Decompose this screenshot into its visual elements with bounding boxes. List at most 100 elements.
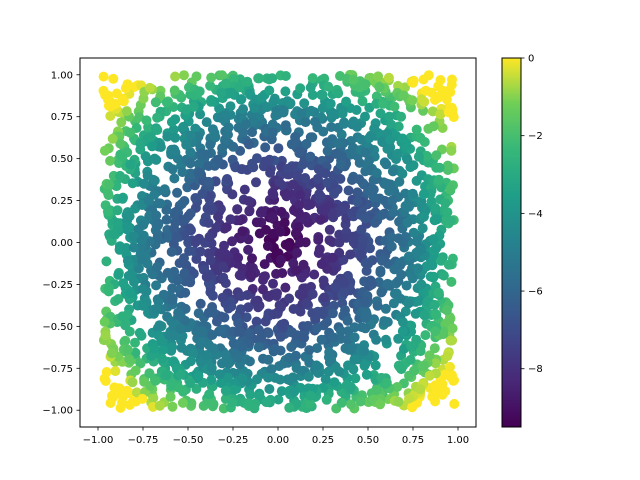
scatter-point — [184, 223, 195, 234]
scatter-point — [178, 121, 189, 132]
scatter-point — [356, 134, 367, 145]
scatter-point — [203, 176, 214, 187]
scatter-point — [348, 364, 359, 375]
scatter-point — [421, 261, 432, 272]
scatter-point — [125, 127, 136, 138]
scatter-point — [350, 373, 361, 384]
scatter-point — [154, 320, 165, 331]
scatter-point — [292, 170, 302, 181]
scatter-point — [346, 149, 357, 160]
scatter-point — [286, 342, 297, 352]
scatter-point — [324, 235, 335, 246]
scatter-point — [378, 98, 388, 109]
scatter-point — [193, 308, 204, 319]
scatter-point — [190, 237, 201, 248]
scatter-point — [339, 287, 350, 298]
scatter-point — [396, 111, 407, 122]
scatter-point — [170, 71, 181, 82]
scatter-point — [161, 205, 172, 216]
scatter-point — [120, 83, 131, 94]
scatter-point — [296, 272, 307, 283]
scatter-point — [329, 377, 340, 388]
scatter-point — [169, 210, 180, 220]
scatter-point — [179, 253, 189, 264]
scatter-point — [373, 71, 384, 82]
scatter-point — [285, 98, 296, 109]
scatter-point — [305, 199, 316, 210]
scatter-point — [201, 149, 212, 160]
scatter-point — [314, 189, 325, 200]
scatter-point — [366, 279, 377, 290]
scatter-point — [310, 116, 320, 127]
scatter-point — [402, 154, 413, 165]
scatter-point — [307, 132, 318, 143]
scatter-point — [283, 241, 294, 252]
colorbar-tick-label: −4 — [528, 209, 543, 220]
scatter-point — [262, 241, 273, 251]
scatter-point — [138, 300, 149, 311]
scatter-point — [409, 365, 420, 376]
scatter-point — [141, 115, 152, 126]
scatter-point — [98, 71, 109, 82]
scatter-point — [153, 198, 164, 209]
scatter-point — [380, 178, 391, 189]
scatter-point — [152, 112, 163, 123]
scatter-point — [428, 234, 439, 245]
scatter-point — [193, 167, 204, 178]
scatter-point — [345, 249, 356, 260]
scatter-point — [387, 166, 398, 177]
scatter-point — [417, 361, 428, 372]
scatter-point — [108, 73, 119, 84]
scatter-point — [249, 103, 260, 113]
y-tick-label: 0.75 — [51, 112, 73, 123]
scatter-point — [284, 293, 295, 304]
x-axis: −1.00 −0.75 −0.50 −0.25 0.00 0.25 0.50 0.75 1.00 — [83, 427, 469, 446]
scatter-point — [322, 177, 333, 188]
scatter-point — [430, 326, 441, 337]
scatter-point — [153, 220, 163, 231]
scatter-point — [239, 184, 250, 195]
scatter-point — [295, 237, 306, 248]
scatter-point — [127, 377, 138, 388]
scatter-point — [397, 168, 408, 179]
scatter-point — [278, 107, 289, 118]
scatter-point — [207, 398, 218, 409]
scatter-point — [214, 369, 225, 380]
scatter-point — [175, 323, 186, 334]
scatter-point — [312, 173, 323, 184]
scatter-point — [206, 363, 217, 373]
scatter-point — [144, 82, 155, 93]
scatter-point — [207, 124, 218, 135]
scatter-point — [321, 394, 332, 405]
scatter-point — [117, 193, 128, 204]
y-tick-label: 0.25 — [51, 196, 73, 207]
scatter-point — [253, 342, 264, 353]
scatter-point — [131, 387, 142, 398]
scatter-point — [394, 176, 405, 187]
scatter-point — [424, 350, 435, 361]
scatter-point — [117, 93, 128, 104]
scatter-point — [360, 147, 371, 158]
scatter-point — [290, 132, 301, 142]
scatter-point — [297, 159, 308, 170]
scatter-point — [441, 86, 452, 97]
scatter-point — [272, 288, 282, 299]
scatter-point — [253, 302, 264, 313]
scatter-point — [287, 327, 297, 338]
scatter-point — [375, 108, 386, 119]
scatter-point — [267, 119, 278, 130]
scatter-point — [256, 332, 267, 343]
scatter-point — [413, 151, 424, 162]
scatter-point — [244, 139, 254, 150]
scatter-point — [385, 142, 396, 153]
scatter-point — [393, 333, 404, 344]
scatter-point — [125, 288, 136, 298]
scatter-point — [429, 215, 440, 226]
scatter-point — [268, 189, 279, 200]
scatter-point — [313, 368, 324, 378]
scatter-point — [299, 332, 310, 343]
scatter-point — [107, 390, 117, 401]
scatter-point — [244, 356, 255, 367]
scatter-point — [193, 370, 204, 381]
y-tick-label: −1.00 — [42, 406, 73, 417]
